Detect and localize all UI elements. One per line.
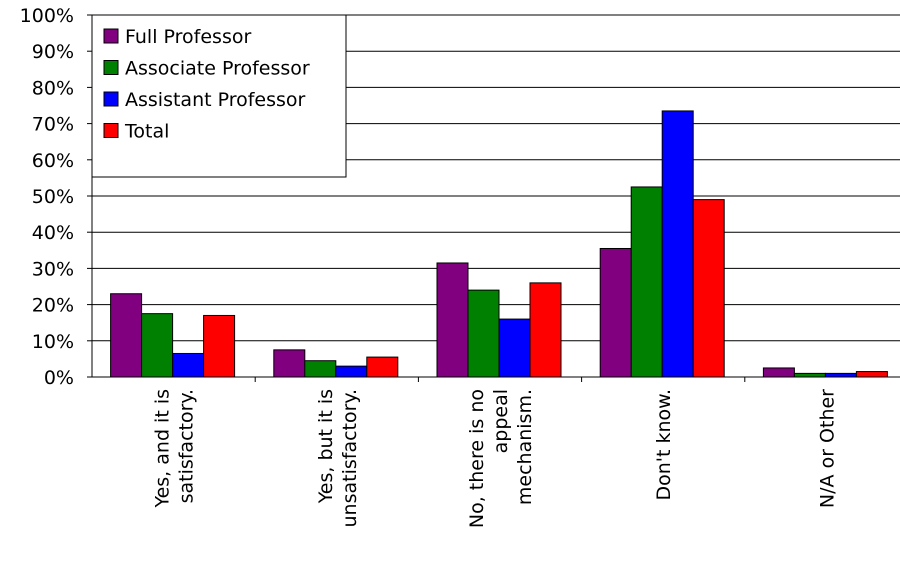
y-tick-label: 90% (32, 41, 74, 63)
legend-swatch (103, 28, 119, 44)
bar-total (366, 356, 399, 378)
category-label: N/A or Other (816, 389, 838, 508)
y-tick-label: 80% (32, 77, 74, 99)
category-label-line: Don't know. (653, 389, 675, 501)
bar-total (692, 199, 725, 378)
legend-entry: Associate Professor (125, 58, 310, 80)
bar-full-professor (762, 367, 795, 378)
bar-assistant-professor (335, 365, 368, 378)
legend: Full Professor Associate Professor Assista… (91, 14, 347, 178)
bar-total (203, 314, 236, 378)
category-label-line: unsatisfactory. (339, 389, 361, 528)
bar-full-professor (599, 247, 632, 378)
legend-swatch (103, 60, 119, 75)
legend-swatch (103, 123, 119, 138)
bar-associate-professor (793, 372, 826, 378)
legend-swatch (103, 91, 119, 107)
category-label-line: appeal (490, 389, 512, 453)
legend-entry: Full Professor (125, 26, 251, 48)
category-label: No, there is no appeal mechanism. (466, 389, 536, 528)
y-tick-label: 70% (32, 114, 74, 136)
y-tick-label: 60% (32, 150, 74, 172)
bar-total (855, 371, 888, 378)
bar-full-professor (110, 293, 143, 378)
y-tick-label: 50% (32, 186, 74, 208)
bar-total (529, 282, 562, 378)
category-labels: Yes, and it is satisfactory. Yes, but it i… (152, 389, 839, 528)
legend-entry: Assistant Professor (125, 89, 306, 111)
bar-full-professor (273, 349, 306, 378)
y-tick-label: 0% (44, 367, 74, 389)
bar-assistant-professor (661, 110, 694, 378)
category-label-line: Yes, and it is (152, 389, 174, 508)
category-label: Don't know. (653, 389, 675, 501)
category-label: Yes, but it is unsatisfactory. (315, 389, 361, 528)
legend-box (91, 14, 347, 178)
category-label-line: satisfactory. (176, 389, 198, 503)
bar-assistant-professor (498, 318, 531, 378)
category-label-line: Yes, but it is (315, 389, 337, 504)
category-label-line: N/A or Other (816, 389, 838, 508)
category-label-line: No, there is no (466, 389, 488, 528)
y-tick-label: 10% (32, 331, 74, 353)
category-label-line: mechanism. (514, 389, 536, 505)
bar-associate-professor (141, 313, 174, 378)
bar-associate-professor (630, 186, 663, 378)
bar-full-professor (436, 262, 469, 378)
y-tick-label: 20% (32, 295, 74, 317)
bars (110, 110, 888, 378)
y-tick-labels: 0% 10% 20% 30% 40% 50% 60% 70% 80% 90% 100% (20, 5, 74, 389)
y-tick-label: 30% (32, 258, 74, 280)
bar-associate-professor (304, 360, 337, 378)
bar-assistant-professor (172, 352, 205, 378)
legend-entry: Total (124, 121, 169, 143)
y-tick-label: 100% (20, 5, 74, 27)
y-tick-label: 40% (32, 222, 74, 244)
bar-associate-professor (467, 289, 500, 378)
bar-assistant-professor (824, 372, 857, 378)
category-label: Yes, and it is satisfactory. (152, 389, 198, 508)
